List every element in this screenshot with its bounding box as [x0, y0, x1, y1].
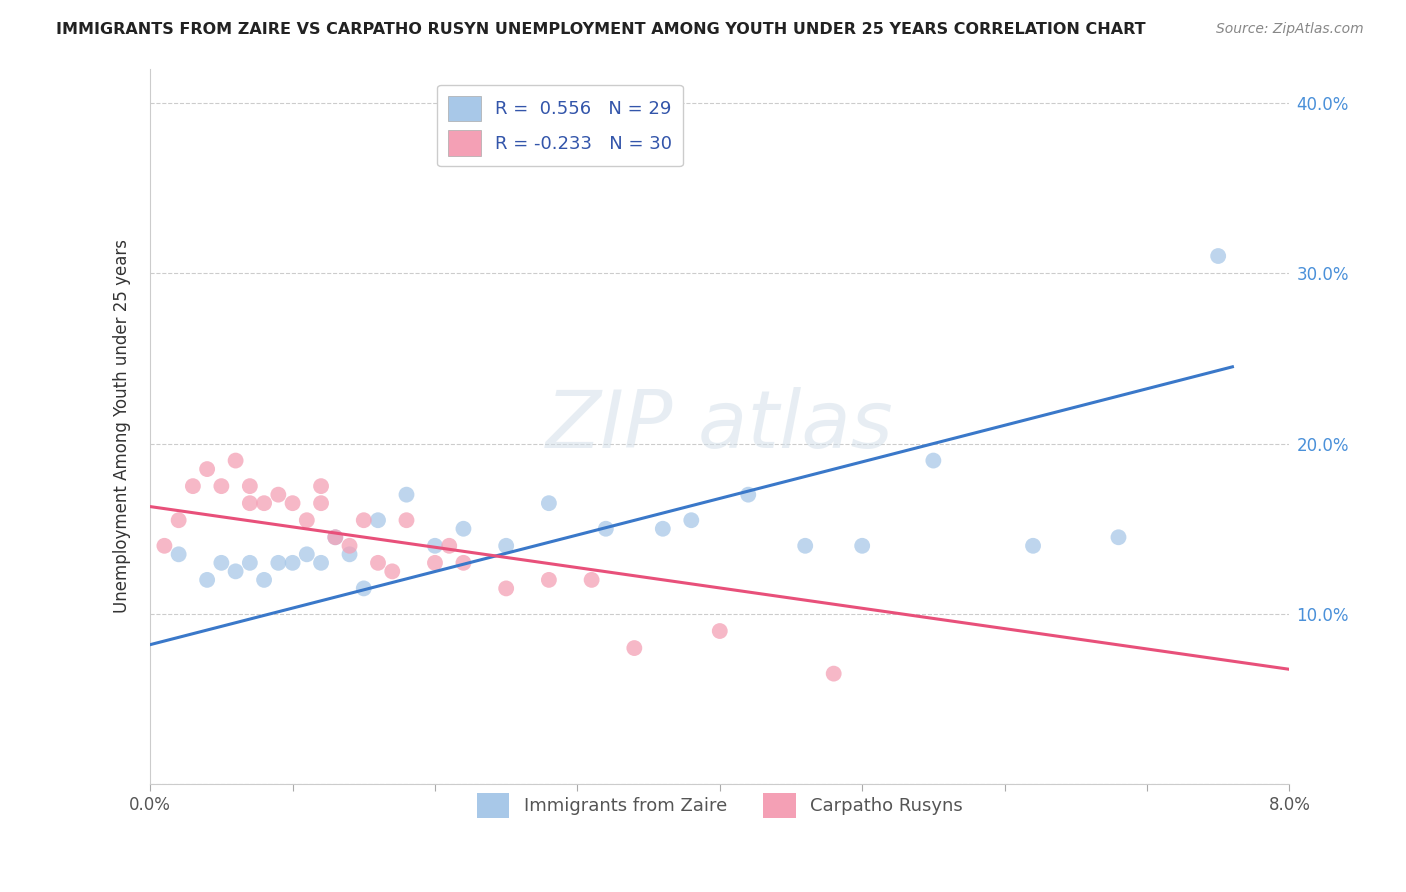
Point: [253, 573, 276, 587]
Point: [823, 666, 845, 681]
Point: [381, 565, 404, 579]
Point: [395, 488, 418, 502]
Point: [323, 530, 346, 544]
Point: [537, 496, 560, 510]
Point: [1206, 249, 1229, 263]
Point: [1108, 530, 1130, 544]
Point: [323, 530, 346, 544]
Point: [681, 513, 703, 527]
Point: [339, 547, 361, 561]
Point: [225, 565, 247, 579]
Point: [195, 573, 218, 587]
Text: ZIP atlas: ZIP atlas: [546, 387, 894, 466]
Point: [281, 556, 304, 570]
Point: [737, 488, 759, 502]
Point: [295, 547, 318, 561]
Point: [309, 496, 332, 510]
Point: [267, 556, 290, 570]
Point: [167, 513, 190, 527]
Point: [253, 496, 276, 510]
Point: [295, 513, 318, 527]
Point: [367, 556, 389, 570]
Point: [437, 539, 460, 553]
Point: [651, 522, 673, 536]
Text: IMMIGRANTS FROM ZAIRE VS CARPATHO RUSYN UNEMPLOYMENT AMONG YOUTH UNDER 25 YEARS : IMMIGRANTS FROM ZAIRE VS CARPATHO RUSYN …: [56, 22, 1146, 37]
Point: [537, 573, 560, 587]
Point: [367, 513, 389, 527]
Point: [395, 513, 418, 527]
Point: [423, 556, 446, 570]
Point: [453, 556, 475, 570]
Y-axis label: Unemployment Among Youth under 25 years: Unemployment Among Youth under 25 years: [114, 239, 131, 614]
Point: [239, 556, 262, 570]
Point: [309, 556, 332, 570]
Point: [709, 624, 731, 638]
Point: [167, 547, 190, 561]
Point: [1022, 539, 1045, 553]
Point: [581, 573, 603, 587]
Text: Source: ZipAtlas.com: Source: ZipAtlas.com: [1216, 22, 1364, 37]
Point: [309, 479, 332, 493]
Point: [225, 453, 247, 467]
Point: [1392, 666, 1406, 681]
Point: [453, 522, 475, 536]
Point: [209, 556, 232, 570]
Point: [239, 496, 262, 510]
Point: [209, 479, 232, 493]
Point: [353, 513, 375, 527]
Point: [153, 539, 176, 553]
Point: [239, 479, 262, 493]
Point: [922, 453, 945, 467]
Point: [595, 522, 617, 536]
Point: [267, 488, 290, 502]
Point: [423, 539, 446, 553]
Point: [195, 462, 218, 476]
Point: [623, 641, 645, 656]
Point: [851, 539, 873, 553]
Point: [339, 539, 361, 553]
Point: [794, 539, 817, 553]
Point: [495, 582, 517, 596]
Point: [281, 496, 304, 510]
Point: [181, 479, 204, 493]
Legend: Immigrants from Zaire, Carpatho Rusyns: Immigrants from Zaire, Carpatho Rusyns: [470, 786, 970, 825]
Point: [495, 539, 517, 553]
Point: [353, 582, 375, 596]
